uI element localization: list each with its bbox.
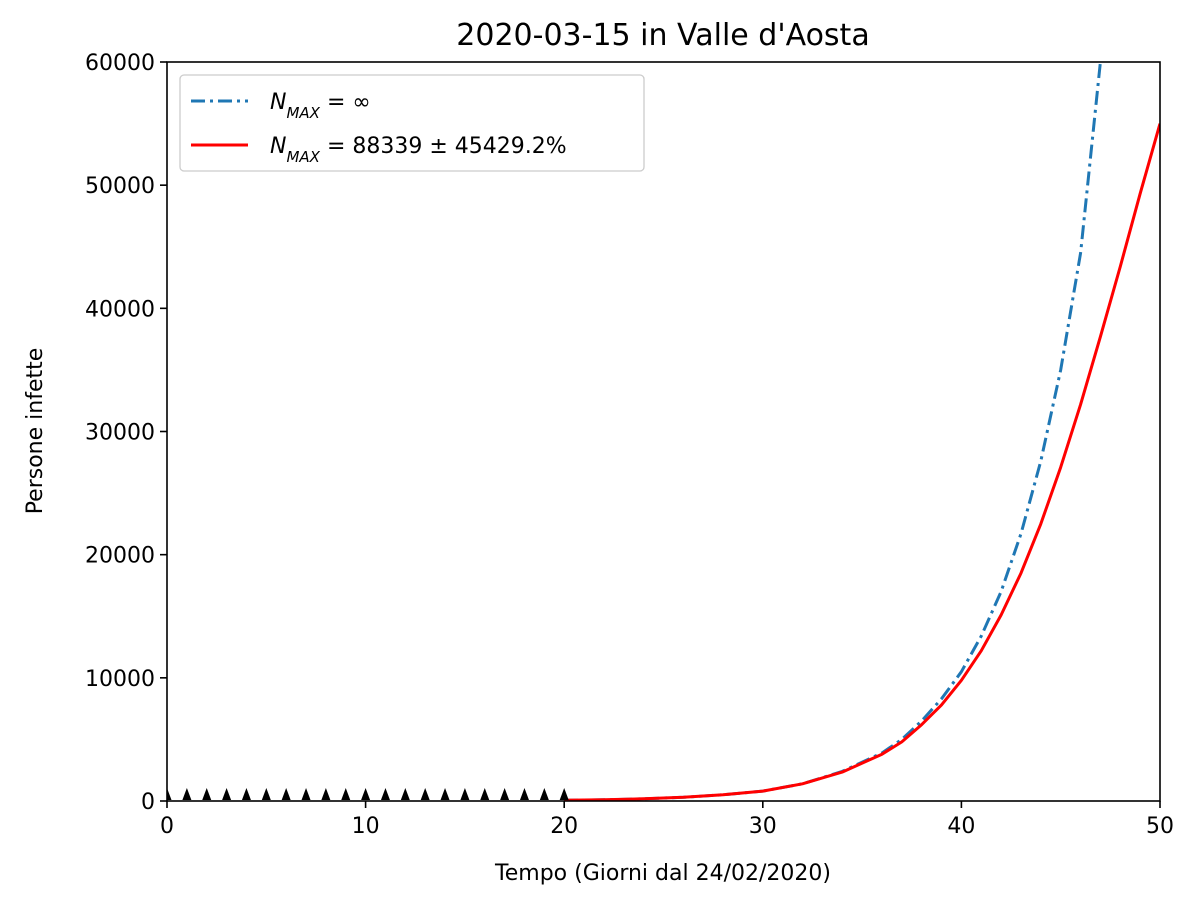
x-tick-label: 30	[749, 814, 777, 839]
data-point-marker	[202, 788, 212, 800]
x-axis: 0 10 20 30 40 50	[160, 801, 1174, 839]
legend-rhs-fit: = 88339 ± 45429.2%	[320, 134, 567, 159]
data-point-marker	[222, 788, 232, 800]
legend-sub-fit: MAX	[286, 148, 320, 166]
y-tick-label: 50000	[85, 174, 155, 199]
data-point-marker	[480, 788, 490, 800]
plot-area	[167, 62, 1160, 801]
data-point-marker	[440, 788, 450, 800]
chart-title: 2020-03-15 in Valle d'Aosta	[456, 18, 869, 53]
data-point-marker	[167, 788, 172, 800]
data-point-marker	[380, 788, 390, 800]
data-point-marker	[321, 788, 331, 800]
data-point-marker	[241, 788, 251, 800]
y-tick-label: 20000	[85, 544, 155, 569]
x-axis-label: Tempo (Giorni dal 24/02/2020)	[494, 861, 831, 886]
data-point-marker	[400, 788, 410, 800]
x-tick-label: 40	[947, 814, 975, 839]
series-line-fit	[564, 123, 1160, 801]
y-axis-label: Persone infette	[23, 348, 48, 515]
data-point-marker	[500, 788, 510, 800]
data-point-marker	[420, 788, 430, 800]
legend-sub-infinite: MAX	[286, 104, 320, 122]
data-point-marker	[559, 788, 569, 800]
y-tick-label: 30000	[85, 421, 155, 446]
data-point-marker	[460, 788, 470, 800]
data-point-marker	[261, 788, 271, 800]
y-tick-label: 60000	[85, 51, 155, 76]
x-tick-label: 10	[352, 814, 380, 839]
data-point-marker	[361, 788, 371, 800]
legend-box	[179, 74, 645, 172]
x-tick-label: 0	[160, 814, 174, 839]
series-line-infinite	[564, 62, 1102, 801]
data-point-marker	[341, 788, 351, 800]
x-tick-label: 50	[1146, 814, 1174, 839]
x-tick-label: 20	[550, 814, 578, 839]
y-tick-label: 0	[141, 790, 155, 815]
legend: NMAX = ∞ NMAX = 88339 ± 45429.2%	[179, 74, 645, 172]
y-tick-label: 10000	[85, 667, 155, 692]
y-axis: 0 10000 20000 30000 40000 50000 60000	[85, 51, 167, 815]
y-tick-label: 40000	[85, 297, 155, 322]
data-point-marker	[519, 788, 529, 800]
legend-rhs-infinite: = ∞	[320, 90, 371, 115]
data-point-marker	[539, 788, 549, 800]
data-point-marker	[301, 788, 311, 800]
data-point-marker	[281, 788, 291, 800]
data-point-marker	[182, 788, 192, 800]
plot-frame	[166, 61, 1161, 802]
